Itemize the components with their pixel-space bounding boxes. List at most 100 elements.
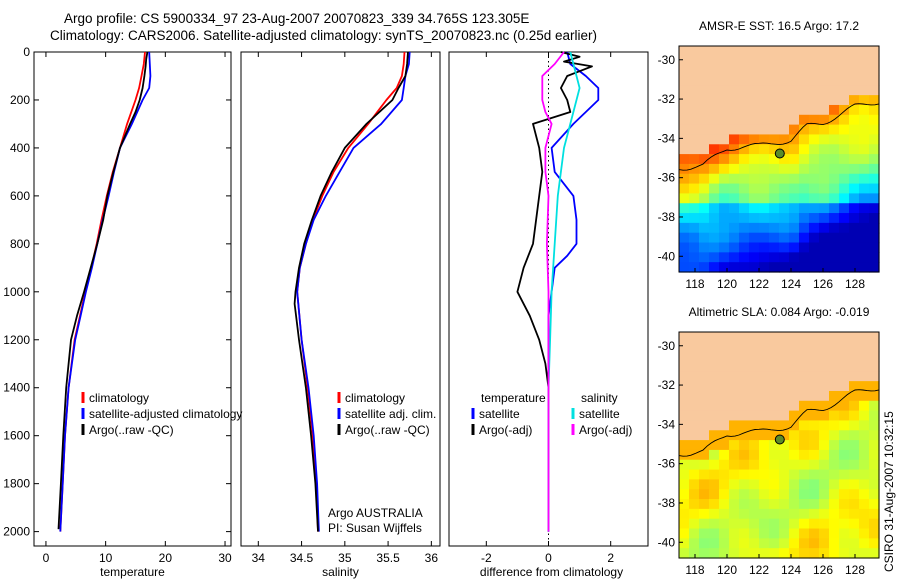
sst_map-cell: [849, 193, 860, 204]
sla_map-cell: [689, 381, 700, 392]
sst_map-cell: [709, 252, 720, 263]
sst_map-cell: [679, 104, 690, 116]
sla_map-cell: [829, 361, 840, 372]
sla_map-cell: [769, 518, 780, 530]
sst_map-cell: [729, 183, 740, 194]
sst_map-cell: [849, 124, 860, 136]
sst_map-cell: [829, 232, 840, 244]
sla_map-cell: [749, 430, 760, 441]
sla_map-xtick-label: 124: [781, 563, 801, 577]
sla_map-cell: [749, 479, 760, 490]
sst_map-cell: [719, 144, 730, 155]
sst_map-cell: [689, 242, 700, 253]
sst_map-cell: [839, 163, 850, 175]
sla_map-cell: [819, 430, 830, 441]
sst_map-cell: [699, 114, 710, 126]
sla_map-cell: [789, 400, 800, 412]
sla_map-cell: [779, 410, 790, 422]
sst_map-cell: [839, 55, 850, 67]
sst_map-cell: [679, 144, 690, 155]
sla_map-cell: [719, 440, 730, 451]
sla_map-cell: [679, 351, 690, 363]
sla_map-cell: [749, 390, 760, 402]
sla_map-cell: [719, 538, 730, 549]
sst_map-cell: [759, 193, 770, 204]
sla_map-cell: [769, 371, 780, 382]
sla_map-cell: [769, 332, 780, 343]
sst_map-frame: [678, 45, 880, 273]
sst_map-cell: [809, 183, 820, 194]
sla_map-cell: [739, 469, 750, 480]
sla_map-cell: [789, 440, 800, 451]
sst_map-cell: [769, 85, 780, 96]
sst_map-cell: [739, 95, 750, 106]
sst_map-cell: [809, 213, 820, 224]
sst_map-cell: [779, 232, 790, 244]
sst_map-cell: [719, 193, 730, 204]
sst_map-cell: [819, 55, 830, 67]
sst_map-cell: [759, 154, 770, 165]
sla_map-cell: [709, 469, 720, 480]
sst_map-cell: [699, 124, 710, 136]
sla_map-cell: [689, 420, 700, 431]
sst_map-cell: [829, 55, 840, 67]
sst_map-cell: [719, 75, 730, 86]
sst_map-cell: [739, 262, 750, 273]
sst_map-cell: [779, 55, 790, 67]
sst_map-xtick-label: 126: [813, 277, 833, 291]
sla_map-cell: [739, 400, 750, 412]
sst_map-cell: [729, 163, 740, 175]
sst_map-cell: [689, 183, 700, 194]
sst_map-cell: [819, 124, 830, 136]
sla_map-cell: [829, 538, 840, 549]
sst_map-cell: [809, 222, 820, 234]
sla_map-cell: [839, 548, 850, 559]
sst_map-cell: [739, 46, 750, 57]
sla_map-cell: [709, 459, 720, 471]
sst_map-cell: [739, 65, 750, 77]
sst_map-cell: [829, 163, 840, 175]
sst_map-title: AMSR-E SST: 16.5 Argo: 17.2: [699, 19, 859, 33]
sst_map-cell: [779, 163, 790, 175]
sla_map-cell: [769, 390, 780, 402]
sla_map-cell: [839, 400, 850, 412]
sla_map-cell: [679, 479, 690, 490]
difference-legend-label: satellite: [579, 407, 620, 421]
sla_map-cell: [709, 341, 720, 353]
sla_map-cell: [819, 538, 830, 549]
sst_map-cell: [709, 144, 720, 155]
sst_map-cell: [739, 134, 750, 145]
sst_map-cell: [789, 144, 800, 155]
sla_map-cell: [779, 341, 790, 353]
sst_map-cell: [679, 163, 690, 175]
sla_map-cell: [699, 381, 710, 392]
sla_map-cell: [759, 459, 770, 471]
sla_map-cell: [789, 469, 800, 480]
sla_map-cell: [799, 548, 810, 559]
temperature-panel: 0 10 20 30 0 200 400 600 800 1000 1200 1400 1600 1800…: [3, 45, 242, 579]
sla_map-cell: [689, 440, 700, 451]
sst_map-cell: [809, 173, 820, 185]
sst_map-cell: [789, 85, 800, 96]
sla_map-cell: [869, 499, 880, 510]
sst_map-cell: [859, 222, 870, 234]
sst_map-cell: [849, 104, 860, 116]
sla_map-cell: [689, 332, 700, 343]
sla_map-cell: [849, 390, 860, 402]
sst_map-cell: [729, 154, 740, 165]
sla_map-cell: [739, 548, 750, 559]
sst_map-cell: [789, 134, 800, 145]
sst_map-cell: [869, 222, 880, 234]
sst_map-cell: [839, 95, 850, 106]
temperature-series-line: [59, 51, 152, 532]
sla_map-ytick-label: -40: [658, 535, 676, 549]
sla_map-cell: [729, 548, 740, 559]
sla_map-cell: [769, 538, 780, 549]
sla_map-cell: [799, 410, 810, 422]
sla_map-cell: [839, 410, 850, 422]
salinity-legend-label: climatology: [345, 391, 405, 405]
sla_map-cell: [709, 390, 720, 402]
sla_map-cell: [789, 332, 800, 343]
sla_map-cell: [839, 508, 850, 520]
sst_map-cell: [789, 55, 800, 67]
